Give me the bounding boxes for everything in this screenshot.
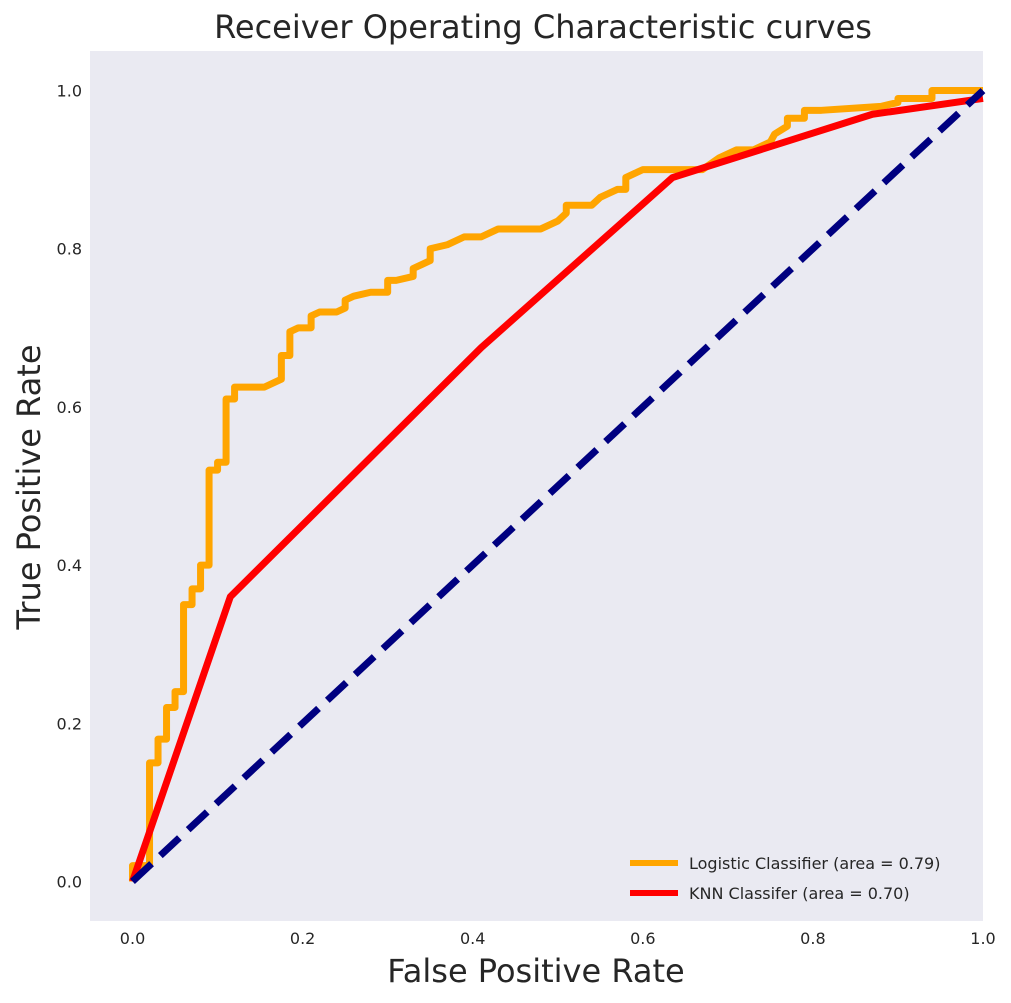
y-tick-label: 0.2 — [57, 714, 82, 733]
y-tick-label: 0.8 — [57, 240, 82, 259]
chance-diagonal-line — [130, 87, 986, 885]
y-axis-label: True Positive Rate — [10, 344, 48, 630]
y-tick-label: 0.0 — [57, 872, 82, 891]
legend-label-logistic: Logistic Classifier (area = 0.79) — [689, 854, 940, 873]
x-tick-label: 0.0 — [120, 929, 145, 948]
knn-roc-line — [129, 94, 984, 883]
x-tick-label: 1.0 — [970, 929, 995, 948]
x-axis-label: False Positive Rate — [387, 952, 684, 990]
x-axis-ticks: 0.0 0.2 0.4 0.6 0.8 1.0 — [120, 929, 996, 948]
y-axis-ticks: 0.0 0.2 0.4 0.6 0.8 1.0 — [57, 82, 82, 892]
legend-label-knn: KNN Classifer (area = 0.70) — [689, 884, 910, 903]
x-tick-label: 0.4 — [460, 929, 485, 948]
logistic-roc-line — [129, 87, 983, 882]
legend: Logistic Classifier (area = 0.79) KNN Cl… — [630, 854, 940, 903]
series-lines — [129, 87, 986, 885]
x-tick-label: 0.6 — [630, 929, 655, 948]
x-tick-label: 0.8 — [800, 929, 825, 948]
y-tick-label: 1.0 — [57, 82, 82, 101]
plot-area — [90, 51, 983, 921]
y-tick-label: 0.6 — [57, 398, 82, 417]
y-tick-label: 0.4 — [57, 556, 82, 575]
x-tick-label: 0.2 — [290, 929, 315, 948]
chart-title: Receiver Operating Characteristic curves — [214, 8, 872, 46]
